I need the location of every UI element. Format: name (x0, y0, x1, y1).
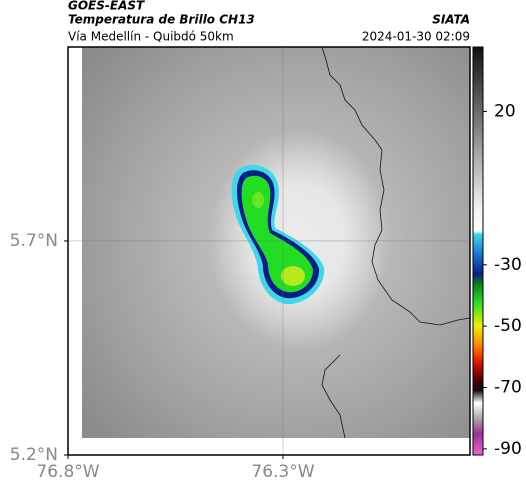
timestamp: 2024-01-30 02:09 (362, 30, 470, 44)
y-tick-label: 5.7°N (10, 231, 58, 251)
colorbar-tick-label: -30 (494, 255, 522, 275)
colorbar-tick-label: -90 (494, 439, 522, 459)
colorbar-tick-label: 20 (494, 101, 516, 121)
location: Vía Medellín - Quibdó 50km (68, 30, 234, 44)
colorbar (472, 46, 484, 456)
x-tick-label: 76.8°W (36, 462, 99, 482)
satellite-image (82, 47, 470, 438)
y-tick-label: 5.2°N (10, 445, 58, 465)
borders (321, 46, 471, 439)
map-frame (67, 46, 471, 456)
title: GOES-EAST (68, 0, 145, 13)
colorbar-tick-label: -50 (494, 316, 522, 336)
x-tick-label: 76.3°W (251, 462, 314, 482)
subtitle: Temperatura de Brillo CH13 (68, 13, 255, 27)
source: SIATA (432, 13, 470, 27)
colorbar-tick-label: -70 (494, 378, 522, 398)
